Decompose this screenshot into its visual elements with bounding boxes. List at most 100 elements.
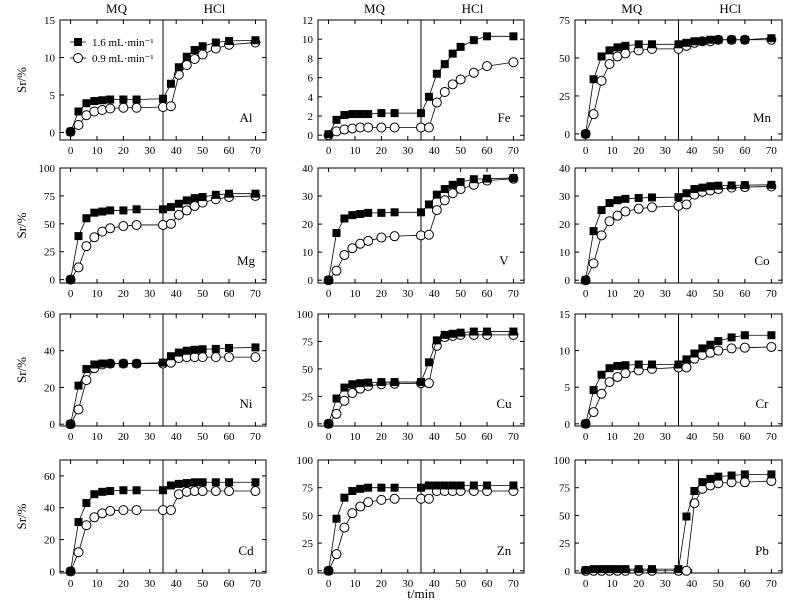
x-tick-label: 50 xyxy=(713,288,725,300)
data-point-square xyxy=(417,109,425,118)
x-tick-label: 50 xyxy=(455,288,467,300)
data-point-circle xyxy=(89,512,100,523)
data-point-square xyxy=(119,95,128,104)
x-tick-label: 0 xyxy=(68,288,74,300)
data-point-square xyxy=(440,185,449,194)
data-point-circle xyxy=(105,505,116,516)
x-tick-label: 50 xyxy=(197,145,209,157)
data-point-square xyxy=(159,486,167,495)
data-point-square xyxy=(767,470,776,479)
data-point-square xyxy=(581,566,590,575)
element-label: Co xyxy=(754,253,769,268)
x-tick-label: 40 xyxy=(171,145,183,157)
data-point-circle xyxy=(118,505,129,516)
data-point-square xyxy=(211,190,220,199)
x-tick-label: 60 xyxy=(482,431,494,443)
x-tick-label: 70 xyxy=(250,431,262,443)
data-point-square xyxy=(66,275,75,284)
data-point-square xyxy=(727,35,736,44)
data-point-square xyxy=(82,214,91,223)
data-point-square xyxy=(674,360,683,369)
data-point-square xyxy=(90,208,99,217)
data-point-square xyxy=(225,189,234,198)
data-point-square xyxy=(690,37,699,46)
data-point-circle xyxy=(339,395,350,406)
data-point-square xyxy=(440,330,449,339)
panel-cu: 0 10 20 30 40 50 60 70 0 25 50 75 100 Cu xyxy=(297,309,525,443)
data-point-square xyxy=(714,35,723,44)
data-point-square xyxy=(581,276,590,285)
data-point-square xyxy=(448,329,457,338)
data-point-square xyxy=(225,343,234,352)
data-point-square xyxy=(682,355,691,364)
data-point-square xyxy=(432,336,441,345)
y-tick-label: 10 xyxy=(559,346,571,358)
element-label: Zn xyxy=(497,543,512,558)
data-point-square xyxy=(182,346,191,355)
data-point-square xyxy=(182,479,191,488)
data-point-square xyxy=(132,359,141,368)
y-tick-label: 0 xyxy=(308,130,314,142)
data-point-square xyxy=(440,60,449,69)
data-point-square xyxy=(364,110,373,119)
data-point-circle xyxy=(713,345,724,356)
data-point-square xyxy=(417,378,425,387)
x-tick-label: 70 xyxy=(508,578,520,590)
y-tick-label: 40 xyxy=(559,163,571,175)
data-point-square xyxy=(727,333,736,342)
x-tick-label: 40 xyxy=(429,145,441,157)
data-point-square xyxy=(647,40,656,49)
data-point-circle xyxy=(97,105,108,115)
x-tick-label: 60 xyxy=(739,145,751,157)
element-label: Cu xyxy=(496,396,512,411)
data-point-square xyxy=(509,327,518,336)
x-tick-label: 70 xyxy=(250,288,262,300)
data-point-square xyxy=(324,419,333,428)
data-point-square xyxy=(469,175,478,184)
data-point-square xyxy=(190,478,199,487)
x-tick-label: 70 xyxy=(508,288,520,300)
y-tick-label: 100 xyxy=(297,455,314,467)
y-tick-label: 50 xyxy=(44,219,56,231)
x-tick-label: 10 xyxy=(91,578,103,590)
data-point-square xyxy=(348,211,357,220)
data-point-square xyxy=(356,484,365,493)
data-point-square xyxy=(132,95,141,104)
data-point-square xyxy=(597,206,606,215)
x-tick-label: 40 xyxy=(429,578,441,590)
data-point-square xyxy=(356,210,365,218)
y-tick-label: 0 xyxy=(50,128,56,140)
y-tick-label: 40 xyxy=(44,346,56,358)
x-tick-label: 40 xyxy=(171,288,183,300)
x-tick-label: 60 xyxy=(482,145,494,157)
x-tick-label: 0 xyxy=(326,578,332,590)
x-tick-label: 70 xyxy=(766,288,778,300)
data-point-circle xyxy=(81,520,92,531)
panel-zn: 0 10 20 30 40 50 60 70 0 25 50 75 100 Zn xyxy=(297,455,525,590)
x-tick-label: 10 xyxy=(349,578,361,590)
x-tick-label: 0 xyxy=(68,578,74,590)
x-tick-label: 10 xyxy=(91,145,103,157)
x-tick-label: 20 xyxy=(633,431,645,443)
data-point-square xyxy=(698,183,707,192)
data-point-circle xyxy=(105,103,116,114)
data-point-square xyxy=(356,379,365,388)
x-tick-label: 60 xyxy=(739,578,751,590)
data-point-square xyxy=(605,46,614,55)
data-point-square xyxy=(424,481,433,490)
x-tick-label: 40 xyxy=(686,431,698,443)
data-point-circle xyxy=(596,388,607,399)
x-tick-label: 30 xyxy=(144,431,156,443)
y-tick-label: 75 xyxy=(559,483,571,495)
y-tick-label: 30 xyxy=(559,191,571,203)
data-point-square xyxy=(674,565,683,574)
legend-label-fast: 1.6 mL·min⁻¹ xyxy=(92,37,154,49)
y-tick-label: 75 xyxy=(302,483,314,495)
x-tick-label: 60 xyxy=(224,145,236,157)
x-tick-label: 50 xyxy=(197,431,209,443)
data-point-circle xyxy=(131,102,142,113)
data-point-square xyxy=(714,181,723,190)
data-point-circle xyxy=(423,378,434,389)
x-tick-label: 0 xyxy=(68,145,74,157)
